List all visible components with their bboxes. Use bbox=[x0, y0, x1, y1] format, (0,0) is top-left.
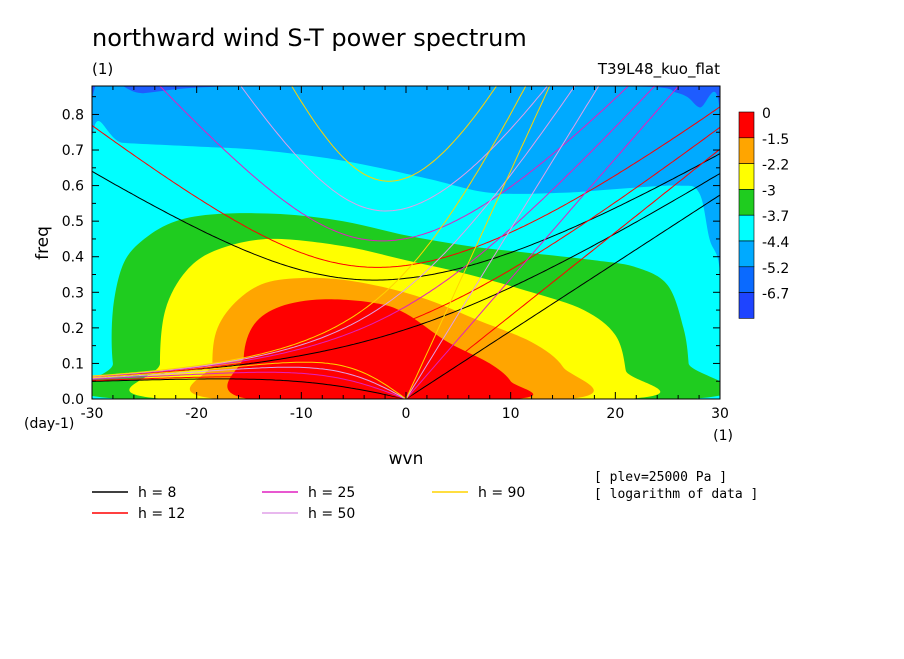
dispersion-curve-h25-rossby1 bbox=[92, 371, 407, 399]
dispersion-curve-h90-mrg bbox=[92, 86, 527, 377]
colorbar-swatch bbox=[738, 111, 755, 139]
x-tick-label: 0 bbox=[402, 406, 411, 422]
colorbar-label: -5.2 bbox=[762, 261, 789, 277]
dispersion-curve-h25-kelvin bbox=[405, 86, 680, 399]
dispersion-curve-h25-ig1 bbox=[159, 86, 630, 242]
legend-label: h = 90 bbox=[478, 485, 525, 501]
colorbar-label: -6.7 bbox=[762, 287, 789, 303]
x-tick-label: 30 bbox=[711, 406, 729, 422]
y-tick-label: 0.6 bbox=[62, 179, 84, 195]
y-axis-unit: (day-1) bbox=[24, 416, 74, 432]
colorbar: 0 -1.5 -2.2 -3 -3.7 -4.4 -5.2 -6.7 bbox=[738, 106, 789, 319]
y-tick-label: 0.2 bbox=[62, 321, 84, 337]
dispersion-curve-h90-ig1 bbox=[291, 86, 498, 182]
dispersion-curve-h8-ig1 bbox=[92, 153, 720, 281]
y-tick-label: 0.5 bbox=[62, 214, 84, 230]
plot-body bbox=[92, 86, 720, 399]
dispersion-curve-h12-ig1 bbox=[92, 106, 720, 268]
y-tick-label: 0.4 bbox=[62, 250, 84, 266]
contour-fill-level-1 bbox=[227, 299, 534, 399]
dispersion-curve-h12-kelvin bbox=[405, 148, 720, 399]
x-tick-label: -30 bbox=[81, 406, 104, 422]
colorbar-swatch bbox=[738, 137, 755, 164]
plot-area bbox=[92, 86, 720, 399]
x-axis-unit: (1) bbox=[713, 428, 733, 444]
colorbar-label: -1.5 bbox=[762, 132, 789, 148]
x-tick-label: -10 bbox=[290, 406, 313, 422]
colorbar-label: -3.7 bbox=[762, 209, 789, 225]
axes: -30 -20 -10 0 10 20 30 0.0 0.1 0.2 0.3 0.4 0.5 0.6 0.7… bbox=[62, 85, 729, 422]
x-tick-label: 10 bbox=[502, 406, 520, 422]
colorbar-label: -3 bbox=[762, 183, 776, 199]
dispersion-curve-h50-kelvin bbox=[405, 86, 600, 399]
note-logarithm: [ logarithm of data ] bbox=[594, 487, 758, 502]
colorbar-swatch bbox=[738, 292, 755, 319]
colorbar-swatch bbox=[738, 163, 755, 190]
legend-label: h = 12 bbox=[138, 506, 185, 522]
chart-subtitle-right: T39L48_kuo_flat bbox=[597, 60, 720, 79]
chart-subtitle-left: (1) bbox=[92, 60, 113, 78]
note-plev: [ plev=25000 Pa ] bbox=[594, 470, 727, 485]
y-tick-label: 0.1 bbox=[62, 356, 84, 372]
colorbar-label: -2.2 bbox=[762, 158, 789, 174]
legend-label: h = 8 bbox=[138, 485, 176, 501]
legend-label: h = 25 bbox=[308, 485, 355, 501]
dispersion-curve-h90-rossby1 bbox=[92, 361, 407, 399]
colorbar-label: 0 bbox=[762, 106, 771, 122]
dispersion-curve-h25-mrg bbox=[92, 86, 656, 378]
y-tick-label: 0.0 bbox=[62, 392, 84, 408]
y-tick-label: 0.8 bbox=[62, 107, 84, 123]
legend: h = 8 h = 12 h = 25 h = 50 h = 90 bbox=[92, 485, 525, 522]
chart-title: northward wind S-T power spectrum bbox=[92, 24, 527, 52]
dispersion-curve-h50-ig1 bbox=[240, 86, 548, 212]
y-tick-label: 0.7 bbox=[62, 143, 84, 159]
dispersion-curve-h50-rossby1 bbox=[92, 366, 407, 399]
colorbar-swatch bbox=[738, 266, 755, 293]
colorbar-swatch bbox=[738, 214, 755, 242]
colorbar-swatch bbox=[738, 240, 755, 268]
dispersion-curve-h8-kelvin bbox=[405, 194, 720, 399]
y-tick-label: 0.3 bbox=[62, 285, 84, 301]
colorbar-swatch bbox=[738, 189, 755, 216]
legend-label: h = 50 bbox=[308, 506, 355, 522]
x-tick-label: 20 bbox=[606, 406, 624, 422]
colorbar-label: -4.4 bbox=[762, 235, 789, 251]
dispersion-curve-h90-kelvin bbox=[405, 86, 551, 399]
dispersion-curve-h12-rossby1 bbox=[92, 376, 407, 399]
x-axis-label: wvn bbox=[389, 449, 424, 469]
dispersion-curve-h12-mrg bbox=[92, 126, 720, 378]
dispersion-curve-h50-mrg bbox=[92, 86, 576, 377]
y-axis-label: freq bbox=[33, 226, 53, 260]
x-tick-label: -20 bbox=[185, 406, 208, 422]
dispersion-curve-h8-rossby1 bbox=[92, 378, 407, 399]
